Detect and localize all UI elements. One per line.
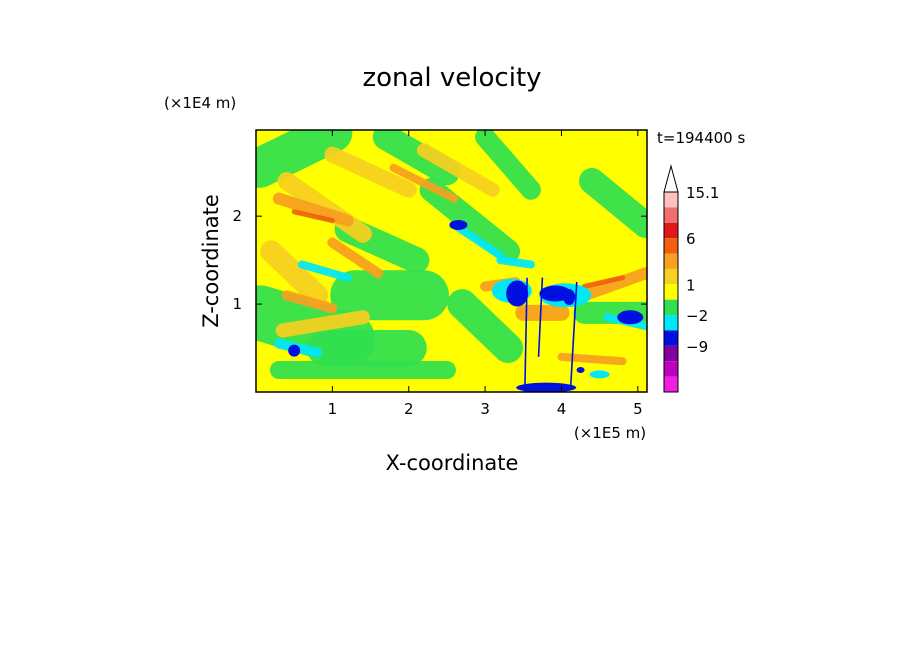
y-tick-label: 2	[232, 207, 242, 225]
field-band	[419, 177, 521, 264]
field-band	[581, 275, 626, 289]
colorbar-swatch	[664, 284, 678, 300]
field-front	[569, 282, 578, 388]
field-band	[447, 289, 524, 364]
x-tick-label: 4	[557, 400, 567, 418]
field-band	[327, 237, 384, 279]
field-core	[589, 370, 610, 379]
colorbar-swatch	[664, 299, 678, 316]
colorbar-swatch	[664, 222, 678, 239]
field-core	[449, 219, 468, 230]
colorbar-swatch	[664, 192, 678, 208]
colorbar-label: −9	[686, 338, 708, 356]
field-core	[288, 344, 301, 357]
colorbar-frame	[663, 191, 679, 393]
field-band	[450, 220, 505, 260]
x-tick-label: 2	[404, 400, 414, 418]
colorbar-swatch	[664, 345, 678, 362]
colorbar-swatch	[664, 361, 678, 377]
field-core	[563, 289, 576, 306]
time-label: t=194400 s	[657, 129, 745, 147]
field-front	[537, 277, 544, 357]
colorbar: 15.1 6 1 −2 −9	[663, 164, 719, 393]
field-band	[275, 310, 370, 338]
field-band	[389, 163, 459, 203]
field-band	[496, 256, 535, 269]
field-core	[506, 280, 529, 307]
x-tick-label: 5	[633, 400, 643, 418]
plot-frame	[255, 129, 648, 393]
x-unit-label: (×1E5 m)	[574, 424, 646, 442]
colorbar-swatch	[664, 253, 678, 269]
x-axis: 1 2 3 4 5	[328, 130, 643, 418]
colorbar-swatch	[664, 315, 678, 331]
colorbar-swatch	[664, 238, 678, 254]
field-band	[256, 130, 353, 188]
colorbar-label: −2	[686, 307, 708, 325]
field-band	[281, 290, 338, 314]
x-tick-label: 1	[328, 400, 338, 418]
x-axis-label: X-coordinate	[386, 451, 519, 475]
field-band	[417, 143, 500, 197]
y-tick-label: 1	[232, 295, 242, 313]
colorbar-label: 15.1	[686, 184, 719, 202]
colorbar-label: 1	[686, 276, 696, 294]
colorbar-swatch	[664, 376, 678, 392]
colorbar-swatch	[664, 330, 678, 346]
field-band	[297, 260, 352, 282]
field-band	[557, 352, 627, 366]
y-axis: 12	[232, 207, 647, 313]
colorbar-label: 6	[686, 230, 696, 248]
field-band	[579, 167, 647, 238]
field-core	[576, 367, 585, 374]
field-band	[272, 192, 354, 227]
y-axis-label: Z-coordinate	[199, 194, 223, 328]
velocity-field	[256, 130, 647, 392]
chart-title: zonal velocity	[362, 63, 541, 93]
field-band	[372, 130, 460, 186]
field-band	[260, 240, 329, 307]
y-unit-label: (×1E4 m)	[164, 94, 236, 112]
x-tick-label: 3	[480, 400, 490, 418]
field-front	[524, 277, 528, 392]
colorbar-swatch	[664, 268, 678, 285]
field-core	[617, 310, 644, 325]
field-band	[291, 209, 335, 224]
colorbar-swatch	[664, 207, 678, 223]
field-band	[475, 130, 541, 200]
field-band	[324, 146, 417, 198]
colorbar-arrow	[663, 164, 679, 193]
field-band	[578, 267, 647, 302]
